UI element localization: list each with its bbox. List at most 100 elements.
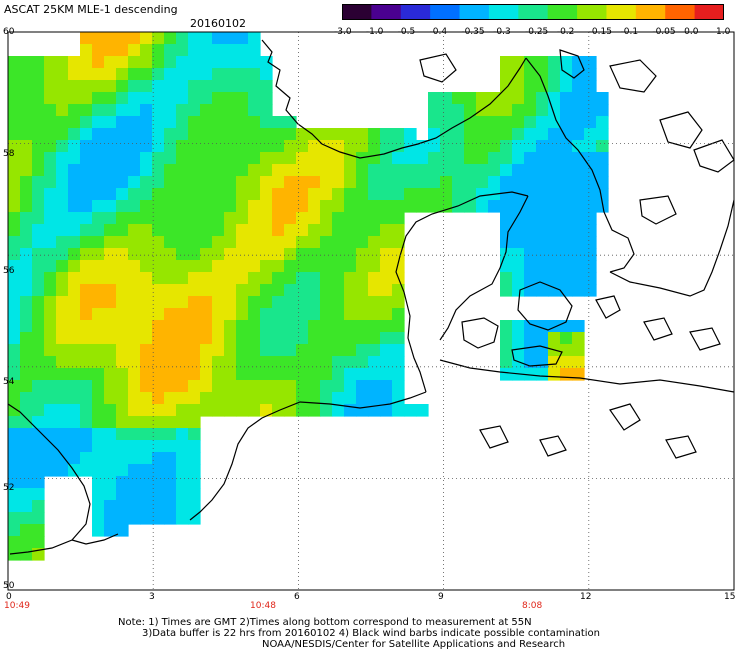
swath-cell (140, 68, 153, 81)
swath-cell (488, 140, 501, 153)
swath-cell (308, 356, 321, 369)
swath-cell (68, 104, 81, 117)
swath-cell (68, 308, 81, 321)
swath-cell (380, 128, 393, 141)
swath-cell (272, 236, 285, 249)
swath-cell (236, 140, 249, 153)
swath-cell (416, 152, 429, 165)
swath-cell (560, 212, 573, 225)
swath-cell (92, 380, 105, 393)
swath-cell (68, 404, 81, 417)
swath-cell (308, 248, 321, 261)
swath-cell (248, 248, 261, 261)
swath-cell (284, 200, 297, 213)
swath-cell (500, 248, 513, 261)
swath-cell (116, 176, 129, 189)
swath-cell (572, 104, 585, 117)
swath-cell (188, 116, 201, 129)
swath-cell (392, 260, 405, 273)
swath-cell (140, 488, 153, 501)
swath-cell (176, 116, 189, 129)
swath-cell (8, 308, 21, 321)
swath-cell (536, 128, 549, 141)
swath-cell (296, 248, 309, 261)
swath-cell (524, 140, 537, 153)
swath-cell (140, 512, 153, 525)
swath-cell (140, 200, 153, 213)
swath-cell (128, 380, 141, 393)
swath-cell (572, 224, 585, 237)
swath-cell (200, 140, 213, 153)
swath-cell (308, 188, 321, 201)
swath-cell (152, 440, 165, 453)
swath-cell (212, 260, 225, 273)
swath-cell (8, 188, 21, 201)
swath-cell (128, 44, 141, 57)
swath-cell (572, 272, 585, 285)
swath-cell (488, 200, 501, 213)
swath-cell (116, 464, 129, 477)
swath-cell (296, 140, 309, 153)
swath-cell (380, 380, 393, 393)
swath-cell (188, 32, 201, 45)
lat-label-60: 60 (3, 27, 15, 37)
swath-cell (32, 80, 45, 93)
swath-cell (332, 164, 345, 177)
swath-cell (236, 116, 249, 129)
swath-cell (32, 284, 45, 297)
swath-cell (500, 332, 513, 345)
swath-cell (128, 272, 141, 285)
swath-cell (332, 356, 345, 369)
swath-cell (596, 200, 609, 213)
swath-cell (140, 320, 153, 333)
swath-cell (260, 380, 273, 393)
swath-cell (92, 368, 105, 381)
swath-cell (596, 92, 609, 105)
swath-cell (188, 152, 201, 165)
swath-cell (224, 116, 237, 129)
swath-cell (584, 260, 597, 273)
coast-lake-6 (639, 195, 677, 225)
swath-cell (500, 368, 513, 381)
swath-cell (116, 236, 129, 249)
swath-cell (560, 284, 573, 297)
swath-cell (392, 200, 405, 213)
swath-cell (80, 368, 93, 381)
swath-cell (20, 500, 33, 513)
swath-cell (140, 260, 153, 273)
swath-cell (212, 224, 225, 237)
swath-cell (188, 212, 201, 225)
swath-cell (368, 332, 381, 345)
swath-cell (8, 488, 21, 501)
swath-cell (32, 332, 45, 345)
swath-cell (524, 212, 537, 225)
swath-cell (20, 392, 33, 405)
swath-cell (524, 344, 537, 357)
swath-cell (8, 212, 21, 225)
swath-cell (368, 248, 381, 261)
coast-sweden-west (525, 57, 635, 273)
swath-cell (368, 236, 381, 249)
swath-cell (596, 176, 609, 189)
swath-cell (32, 248, 45, 261)
swath-cell (236, 260, 249, 273)
swath-cell (212, 128, 225, 141)
swath-cell (128, 320, 141, 333)
swath-cell (8, 56, 21, 69)
swath-cell (104, 140, 117, 153)
swath-cell (200, 392, 213, 405)
swath-cell (188, 332, 201, 345)
swath-cell (56, 164, 69, 177)
swath-cell (272, 140, 285, 153)
swath-cell (92, 188, 105, 201)
swath-cell (164, 152, 177, 165)
swath-cell (176, 356, 189, 369)
swath-cell (356, 248, 369, 261)
swath-cell (32, 464, 45, 477)
swath-cell (104, 212, 117, 225)
swath-cell (548, 356, 561, 369)
swath-cell (20, 152, 33, 165)
swath-cell (296, 308, 309, 321)
swath-cell (188, 356, 201, 369)
swath-cell (32, 260, 45, 273)
